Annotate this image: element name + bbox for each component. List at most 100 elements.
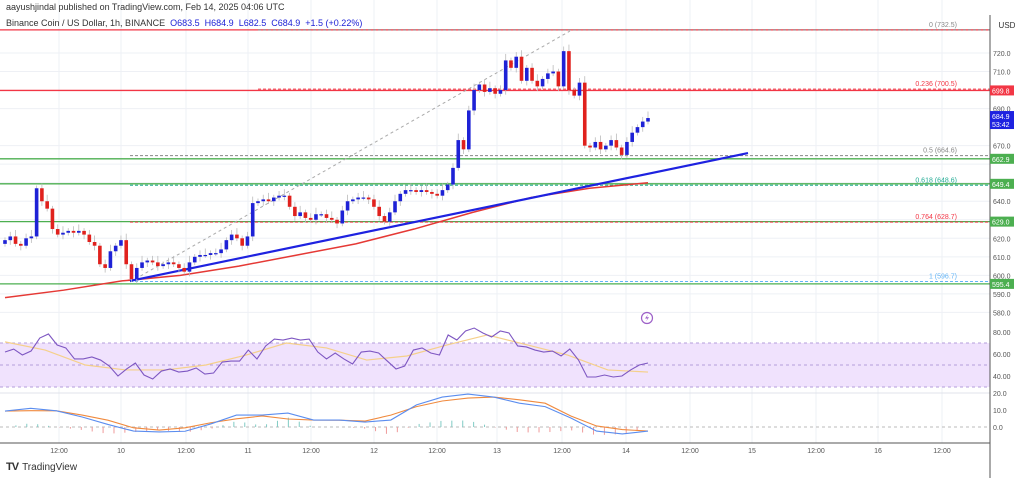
time-tick: 12:00	[50, 448, 68, 455]
time-tick: 12:00	[302, 448, 320, 455]
candle-body	[3, 240, 7, 244]
candle-body	[372, 199, 376, 207]
price-tick: 580.0	[993, 310, 1011, 317]
candle-body	[308, 217, 313, 220]
candle-body	[440, 190, 445, 196]
candle-body	[482, 84, 487, 92]
price-tick: 720.0	[993, 51, 1011, 58]
price-badge-text: 662.9	[992, 157, 1010, 164]
candle-body	[82, 230, 86, 235]
candle-body	[150, 260, 155, 263]
candle-body	[398, 193, 403, 202]
candle-body	[256, 201, 260, 204]
macd-tick: 10.0	[993, 408, 1007, 415]
candle-body	[277, 195, 281, 198]
candle-body	[240, 238, 244, 246]
candle-body	[340, 210, 345, 224]
trendline[interactable]	[129, 151, 749, 282]
candle-body	[445, 184, 450, 191]
candle-body	[103, 264, 107, 268]
candle-body	[477, 84, 482, 91]
price-badge	[990, 85, 1014, 96]
macd-tick: 20.0	[993, 391, 1007, 398]
symbol-name[interactable]: Binance Coin / US Dollar, 1h, BINANCE	[6, 18, 166, 28]
price-tick: 640.0	[993, 199, 1011, 206]
candle-body	[345, 201, 350, 211]
time-tick: 12:00	[681, 448, 699, 455]
price-tick: 710.0	[993, 70, 1011, 77]
candle-body	[261, 199, 266, 202]
candle-body	[282, 195, 287, 197]
candle-body	[214, 253, 218, 255]
fib-level-label: 0.764 (628.7)	[915, 214, 957, 221]
price-badge-text: 649.4	[992, 182, 1010, 189]
lightning-icon[interactable]	[640, 311, 654, 325]
candle-body	[640, 121, 645, 128]
candle-body	[224, 240, 229, 250]
candle-body	[29, 236, 34, 239]
candle-body	[229, 234, 234, 241]
candle-body	[387, 212, 392, 222]
fib-level-label: 0.618 (648.6)	[915, 177, 957, 184]
candle-body	[76, 230, 81, 233]
axes: USD 720.0 710.0 690.0 670.0 640.0 620.0 610.0 60…	[0, 15, 1016, 478]
candle-body	[493, 88, 497, 94]
candle-body	[551, 71, 555, 74]
time-tick: 15	[748, 448, 756, 455]
macd-panel	[0, 393, 990, 435]
tradingview-logo[interactable]: TV TradingView	[6, 461, 77, 473]
candle-body	[567, 51, 571, 91]
candle-body	[92, 242, 97, 246]
fibonacci-retracement[interactable]: 0 (732.5) 0.236 (700.5) 0.5 (664.6) 0.618 (…	[130, 22, 990, 282]
candle-body	[403, 190, 408, 194]
candle-body	[319, 214, 324, 216]
price-tick: 620.0	[993, 236, 1011, 243]
candle-body	[124, 240, 129, 265]
candle-body	[509, 60, 513, 68]
candle-body	[451, 167, 455, 185]
candle-body	[298, 212, 302, 217]
candle-body	[456, 140, 461, 168]
time-tick: 16	[874, 448, 882, 455]
candle-body	[145, 260, 150, 263]
price-badge	[990, 216, 1014, 227]
candle-body	[593, 141, 598, 148]
candle-body	[271, 197, 276, 202]
candle-body	[409, 190, 413, 192]
candle-body	[503, 60, 508, 91]
candle-body	[303, 212, 308, 218]
candle-body	[619, 147, 624, 155]
horizontal-levels	[0, 29, 990, 285]
price-tick: 600.0	[993, 273, 1011, 280]
candle-body	[40, 188, 44, 202]
candle-body	[646, 118, 650, 122]
ohlc-close: C684.9	[271, 18, 301, 28]
candle-body	[419, 190, 424, 192]
ohlc-change: +1.5 (+0.22%)	[305, 18, 363, 28]
candle-body	[540, 78, 545, 87]
candle-body	[472, 90, 476, 111]
candle-body	[488, 88, 492, 92]
fib-level-label: 1 (596.7)	[929, 273, 957, 280]
candle-body	[245, 236, 250, 246]
candle-body	[87, 234, 92, 243]
candle-body	[24, 238, 28, 246]
candle-body	[356, 197, 360, 200]
fib-diagonal	[129, 30, 571, 283]
candle-body	[561, 51, 566, 87]
candle-body	[519, 56, 524, 81]
candle-body	[198, 254, 202, 257]
candle-body	[161, 264, 165, 267]
rsi-ma-line	[4, 334, 649, 373]
tradingview-logo-icon: TV	[6, 461, 19, 473]
candle-body	[414, 190, 418, 192]
candle-body	[156, 262, 160, 267]
time-tick: 13	[493, 448, 501, 455]
candle-body	[609, 140, 613, 146]
candle-body	[8, 236, 13, 241]
macd-signal-line	[4, 396, 649, 432]
candle-body	[535, 80, 540, 87]
candle-body	[287, 195, 292, 207]
time-tick: 11	[244, 448, 251, 455]
